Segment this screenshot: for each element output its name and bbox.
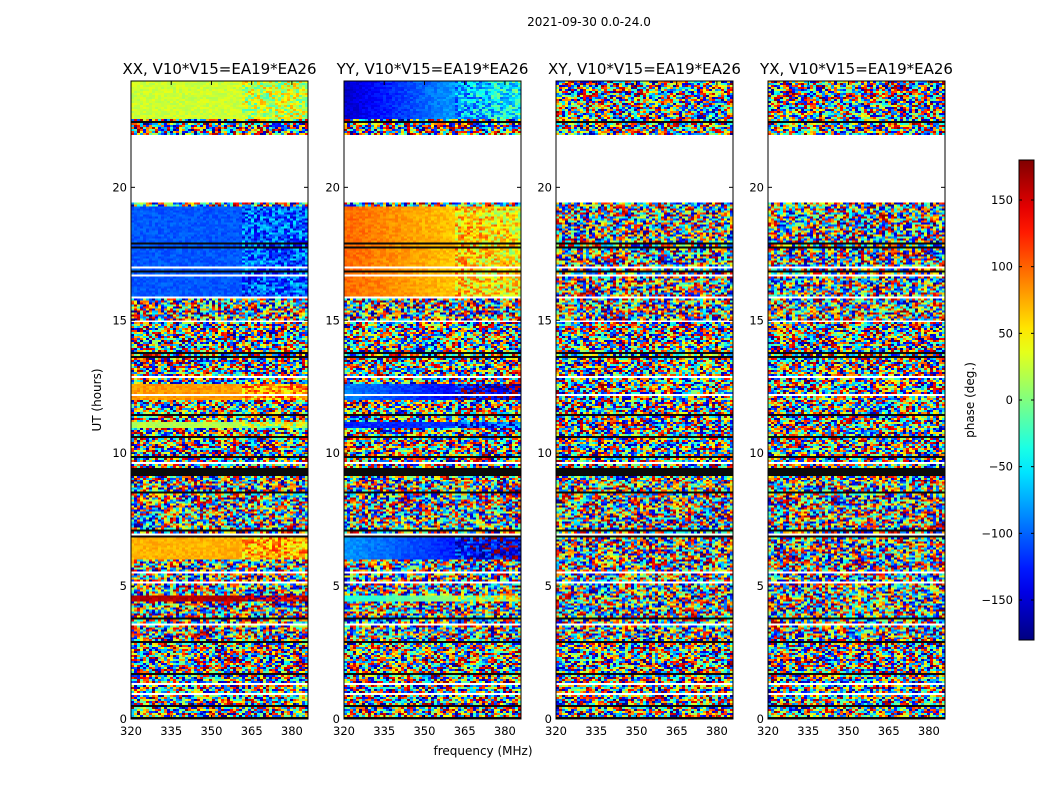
y-tick-label: 20: [325, 180, 340, 194]
y-tick-label: 15: [325, 313, 340, 327]
phase-heatmap-yy: [344, 81, 521, 719]
x-tick-label: 335: [797, 724, 819, 738]
x-axis-label: frequency (MHz): [433, 744, 532, 758]
y-tick-label: 5: [545, 579, 552, 593]
x-tick-label: 380: [706, 724, 728, 738]
panel-yx: YX, V10*V15=EA19*EA26 0 5 10 15 20 320 335 350 36…: [749, 60, 953, 738]
panel-xx: XX, V10*V15=EA19*EA26 0 5 10 15 20 320 335 350 36…: [112, 60, 316, 738]
panel-title: XY, V10*V15=EA19*EA26: [548, 60, 741, 78]
y-tick-label: 20: [749, 180, 764, 194]
panel-frame: [555, 80, 734, 720]
x-tick-label: 335: [585, 724, 607, 738]
colorbar-label: phase (deg.): [963, 362, 977, 438]
y-tick-label: 15: [112, 313, 127, 327]
x-tick-label: 365: [878, 724, 900, 738]
panel-title: YX, V10*V15=EA19*EA26: [759, 60, 953, 78]
y-tick-label: 0: [545, 712, 552, 726]
colorbar-tick-label: 50: [998, 326, 1013, 340]
x-tick-label: 365: [666, 724, 688, 738]
colorbar-tick-label: 100: [991, 260, 1013, 274]
x-tick-label: 350: [625, 724, 647, 738]
y-tick-label: 0: [333, 712, 340, 726]
figure-title: 2021-09-30 0.0-24.0: [527, 15, 651, 29]
y-tick-label: 15: [749, 313, 764, 327]
y-tick-label: 10: [112, 446, 127, 460]
y-tick-label: 5: [120, 579, 127, 593]
y-tick-label: 10: [325, 446, 340, 460]
y-tick-label: 5: [757, 579, 764, 593]
x-tick-label: 350: [200, 724, 222, 738]
panel-title: YY, V10*V15=EA19*EA26: [336, 60, 529, 78]
x-tick-label: 380: [494, 724, 516, 738]
x-tick-label: 350: [413, 724, 435, 738]
panel-frame: [767, 80, 946, 720]
phase-heatmap-xy: [556, 81, 733, 719]
panel-title: XX, V10*V15=EA19*EA26: [122, 60, 316, 78]
x-tick-label: 320: [333, 724, 355, 738]
y-tick-label: 10: [749, 446, 764, 460]
x-tick-label: 350: [837, 724, 859, 738]
phase-heatmap-yx: [768, 81, 945, 719]
y-tick-label: 10: [537, 446, 552, 460]
colorbar-tick-label: −50: [989, 460, 1013, 474]
y-tick-label: 15: [537, 313, 552, 327]
x-tick-label: 365: [241, 724, 263, 738]
panel-frame: [130, 80, 309, 720]
x-tick-label: 335: [373, 724, 395, 738]
x-tick-label: 320: [757, 724, 779, 738]
x-tick-label: 320: [120, 724, 142, 738]
phase-heatmap-xx: [131, 81, 308, 719]
colorbar-tick-label: 0: [1006, 393, 1013, 407]
colorbar-tick-label: 150: [991, 193, 1013, 207]
x-tick-label: 320: [545, 724, 567, 738]
panel-xy: XY, V10*V15=EA19*EA26 0 5 10 15 20 320 335 350 36…: [537, 60, 741, 738]
x-tick-label: 380: [918, 724, 940, 738]
y-tick-label: 0: [757, 712, 764, 726]
colorbar: 150 100 50 0 −50 −100 −150: [981, 159, 1035, 641]
x-tick-label: 380: [281, 724, 303, 738]
y-tick-label: 0: [120, 712, 127, 726]
panel-yy: YY, V10*V15=EA19*EA26 0 5 10 15 20 320 335 350 36…: [325, 60, 528, 738]
y-tick-label: 5: [333, 579, 340, 593]
colorbar-tick-label: −100: [981, 526, 1013, 540]
y-tick-label: 20: [537, 180, 552, 194]
y-tick-label: 20: [112, 180, 127, 194]
panel-frame: [343, 80, 522, 720]
panels: XX, V10*V15=EA19*EA26 0 5 10 15 20 320 335 350 36…: [112, 60, 953, 738]
colorbar-tick-label: −150: [981, 593, 1013, 607]
x-tick-label: 365: [454, 724, 476, 738]
y-axis-label: UT (hours): [90, 368, 104, 431]
x-tick-label: 335: [160, 724, 182, 738]
